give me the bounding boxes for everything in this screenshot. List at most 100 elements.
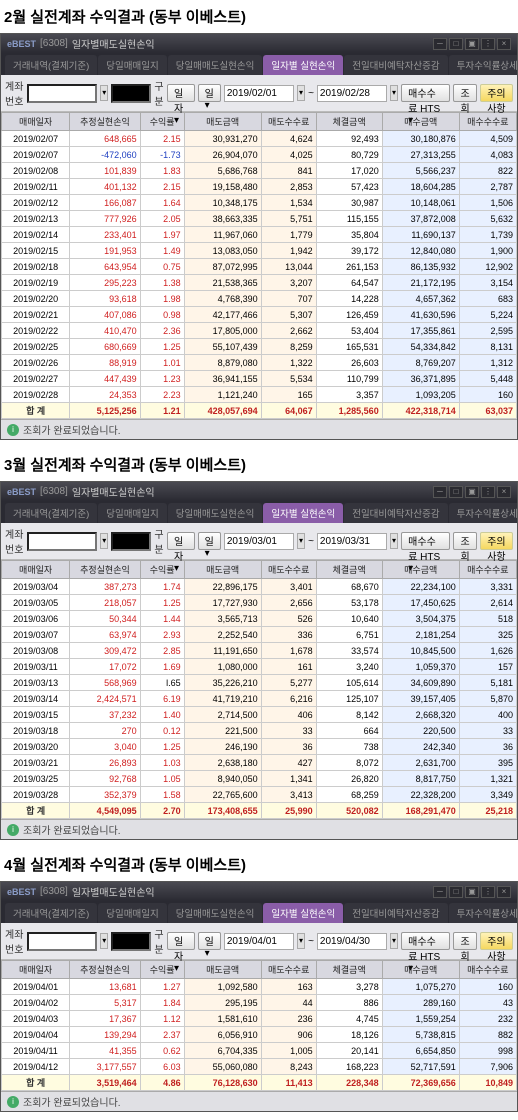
close-icon[interactable]: × <box>497 886 511 898</box>
table-row[interactable]: 2019/04/025,3171.84295,19544886289,16043 <box>2 995 517 1011</box>
table-row[interactable]: 2019/02/2093,6181.984,768,39070714,2284,… <box>2 291 517 307</box>
date-to-cal-icon[interactable]: ▾ <box>390 533 398 549</box>
tab[interactable]: 일자별 실현손익 <box>263 55 343 75</box>
gubun-select[interactable]: 일자 ▾ <box>167 932 195 950</box>
date-from[interactable] <box>224 933 294 950</box>
column-header[interactable]: 매수수수료 <box>459 113 516 131</box>
tab[interactable]: 거래내역(결제기준) <box>5 903 97 923</box>
table-row[interactable]: 2019/03/0650,3441.443,565,71352610,6403,… <box>2 611 517 627</box>
table-row[interactable]: 2019/03/04387,2731.7422,896,1753,40168,6… <box>2 579 517 595</box>
max-icon[interactable]: □ <box>449 486 463 498</box>
date-to-cal-icon[interactable]: ▾ <box>390 85 398 101</box>
notice-button[interactable]: 주의사항 <box>480 84 513 102</box>
query-button[interactable]: 조회 <box>453 84 477 102</box>
table-row[interactable]: 2019/02/07-472,060-1.7326,904,0704,02580… <box>2 147 517 163</box>
opt-icon[interactable]: ⋮ <box>481 486 495 498</box>
min-icon[interactable]: ─ <box>433 886 447 898</box>
period-select[interactable]: 일 ▾ <box>198 532 221 550</box>
table-row[interactable]: 2019/04/0113,6811.271,092,5801633,2781,0… <box>2 979 517 995</box>
tab[interactable]: 거래내역(결제기준) <box>5 503 97 523</box>
table-row[interactable]: 2019/03/203,0401.25246,19036738242,34036 <box>2 739 517 755</box>
table-row[interactable]: 2019/02/13777,9262.0538,663,3355,751115,… <box>2 211 517 227</box>
account-input[interactable] <box>27 932 97 951</box>
tab[interactable]: 투자수익률상세추이 <box>449 55 517 75</box>
column-header[interactable]: 체결금액 <box>316 961 382 979</box>
table-row[interactable]: 2019/03/05218,0571.2517,727,9302,65653,1… <box>2 595 517 611</box>
table-row[interactable]: 2019/02/15191,9531.4913,083,0501,94239,1… <box>2 243 517 259</box>
max-icon[interactable]: □ <box>449 38 463 50</box>
period-select[interactable]: 일 ▾ <box>198 932 221 950</box>
column-header[interactable]: 매도수수료 <box>261 561 316 579</box>
date-from-cal-icon[interactable]: ▾ <box>297 933 305 949</box>
column-header[interactable]: 추정실현손익 <box>70 561 140 579</box>
account-dropdown-icon[interactable]: ▾ <box>100 533 108 549</box>
tab[interactable]: 거래내역(결제기준) <box>5 55 97 75</box>
close-icon[interactable]: × <box>497 38 511 50</box>
gubun-select[interactable]: 일자 ▾ <box>167 532 195 550</box>
tab[interactable]: 당일매매일지 <box>98 503 166 523</box>
password-input[interactable] <box>111 532 151 551</box>
date-from[interactable] <box>224 85 294 102</box>
fee-select[interactable]: 매수수료 HTS ▾ <box>401 932 450 950</box>
column-header[interactable]: 매수수수료 <box>459 561 516 579</box>
fee-select[interactable]: 매수수료 HTS ▾ <box>401 532 450 550</box>
table-row[interactable]: 2019/03/142,424,5716.1941,719,2106,21612… <box>2 691 517 707</box>
column-header[interactable]: 체결금액 <box>316 113 382 131</box>
account-dropdown-icon[interactable]: ▾ <box>100 85 108 101</box>
table-row[interactable]: 2019/03/1537,2321.402,714,5004068,1422,6… <box>2 707 517 723</box>
account-input[interactable] <box>27 532 97 551</box>
column-header[interactable]: 매매일자 <box>2 113 70 131</box>
table-row[interactable]: 2019/02/21407,0860.9842,177,4665,307126,… <box>2 307 517 323</box>
gubun-select[interactable]: 일자 ▾ <box>167 84 195 102</box>
column-header[interactable]: 매수금액 <box>382 961 459 979</box>
tab[interactable]: 일자별 실현손익 <box>263 903 343 923</box>
password-input[interactable] <box>111 84 151 103</box>
table-row[interactable]: 2019/02/14233,4011.9711,967,0601,77935,8… <box>2 227 517 243</box>
tab[interactable]: 전일대비예탁자산증감 <box>344 503 447 523</box>
query-button[interactable]: 조회 <box>453 932 477 950</box>
opt-icon[interactable]: ⋮ <box>481 38 495 50</box>
account-dropdown-icon[interactable]: ▾ <box>100 933 108 949</box>
column-header[interactable]: 매도금액 <box>184 961 261 979</box>
table-row[interactable]: 2019/03/2126,8931.032,638,1804278,0722,6… <box>2 755 517 771</box>
tab[interactable]: 당일매매일지 <box>98 55 166 75</box>
table-row[interactable]: 2019/02/25680,6691.2555,107,4398,259165,… <box>2 339 517 355</box>
table-row[interactable]: 2019/02/22410,4702.3617,805,0002,66253,4… <box>2 323 517 339</box>
tab[interactable]: 당일매매도실현손익 <box>168 903 263 923</box>
pin-icon[interactable]: ▣ <box>465 886 479 898</box>
table-row[interactable]: 2019/02/19295,2231.3821,538,3653,20764,5… <box>2 275 517 291</box>
notice-button[interactable]: 주의사항 <box>480 532 513 550</box>
column-header[interactable]: 체결금액 <box>316 561 382 579</box>
table-row[interactable]: 2019/02/12166,0871.6410,348,1751,53430,9… <box>2 195 517 211</box>
date-to-cal-icon[interactable]: ▾ <box>390 933 398 949</box>
table-row[interactable]: 2019/04/123,177,5576.0355,060,0808,24316… <box>2 1059 517 1075</box>
pin-icon[interactable]: ▣ <box>465 486 479 498</box>
column-header[interactable]: 매수수수료 <box>459 961 516 979</box>
column-header[interactable]: 매수금액 <box>382 561 459 579</box>
query-button[interactable]: 조회 <box>453 532 477 550</box>
table-row[interactable]: 2019/03/0763,9742.932,252,5403366,7512,1… <box>2 627 517 643</box>
opt-icon[interactable]: ⋮ <box>481 886 495 898</box>
column-header[interactable]: 매도금액 <box>184 561 261 579</box>
column-header[interactable]: 매매일자 <box>2 561 70 579</box>
table-row[interactable]: 2019/02/07648,6652.1530,931,2704,62492,4… <box>2 131 517 147</box>
column-header[interactable]: 매도수수료 <box>261 961 316 979</box>
table-row[interactable]: 2019/02/2824,3532.231,121,2401653,3571,0… <box>2 387 517 403</box>
date-from[interactable] <box>224 533 294 550</box>
column-header[interactable]: 매수금액 <box>382 113 459 131</box>
table-row[interactable]: 2019/03/28352,3791.5822,765,6003,41368,2… <box>2 787 517 803</box>
table-row[interactable]: 2019/02/2688,9191.018,879,0801,32226,603… <box>2 355 517 371</box>
tab[interactable]: 투자수익률상세추이 <box>449 903 517 923</box>
notice-button[interactable]: 주의사항 <box>480 932 513 950</box>
tab[interactable]: 전일대비예탁자산증감 <box>344 55 447 75</box>
column-header[interactable]: 매도금액 <box>184 113 261 131</box>
date-to[interactable] <box>317 533 387 550</box>
table-row[interactable]: 2019/04/04139,2942.376,056,91090618,1265… <box>2 1027 517 1043</box>
tab[interactable]: 당일매매도실현손익 <box>168 55 263 75</box>
date-to[interactable] <box>317 85 387 102</box>
date-to[interactable] <box>317 933 387 950</box>
tab[interactable]: 일자별 실현손익 <box>263 503 343 523</box>
table-row[interactable]: 2019/03/13568,969l.6535,226,2105,277105,… <box>2 675 517 691</box>
column-header[interactable]: 추정실현손익 <box>70 961 140 979</box>
table-row[interactable]: 2019/03/182700.12221,50033664220,50033 <box>2 723 517 739</box>
